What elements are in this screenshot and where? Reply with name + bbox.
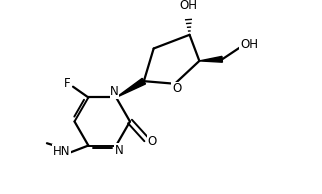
- Text: N: N: [115, 144, 124, 157]
- Text: O: O: [147, 135, 157, 148]
- Text: O: O: [172, 82, 181, 95]
- Text: N: N: [110, 85, 119, 98]
- Text: HN: HN: [53, 145, 71, 158]
- Text: F: F: [64, 77, 71, 90]
- Text: OH: OH: [179, 0, 197, 12]
- Polygon shape: [116, 78, 146, 97]
- Text: OH: OH: [240, 38, 258, 51]
- Polygon shape: [199, 56, 223, 62]
